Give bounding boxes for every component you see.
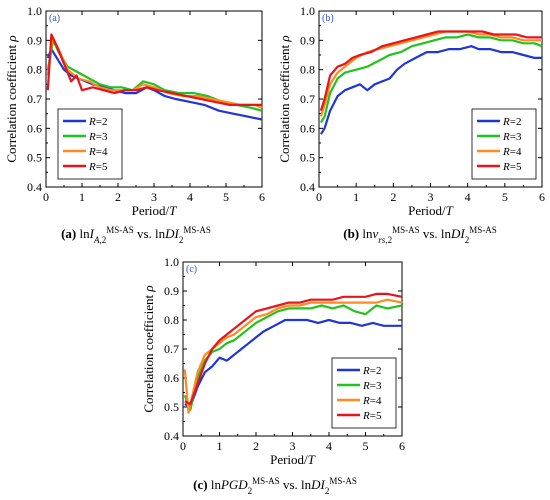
x-axis-label: Period/T	[132, 203, 178, 218]
x-tick-label: 6	[259, 190, 265, 204]
legend-label: R=2	[502, 116, 521, 128]
y-tick-label: 0.8	[300, 63, 315, 77]
y-tick-label: 0.4	[300, 180, 315, 194]
x-tick-label: 0	[316, 190, 322, 204]
x-tick-label: 1	[217, 439, 223, 453]
y-tick-label: 0.4	[164, 429, 179, 443]
legend-label: R=5	[362, 410, 382, 422]
legend-label: R=4	[502, 146, 522, 158]
panel-label: (c)	[186, 264, 197, 275]
series-line-R-3	[46, 39, 263, 112]
x-tick-label: 2	[390, 190, 396, 204]
panel-label: (b)	[322, 13, 334, 24]
y-tick-label: 0.7	[164, 342, 179, 356]
y-tick-label: 0.9	[300, 33, 315, 47]
x-axis-label: Period/T	[270, 452, 316, 467]
x-tick-label: 6	[539, 190, 545, 204]
x-tick-label: 5	[502, 190, 508, 204]
legend-label: R=3	[362, 380, 382, 392]
legend-label: R=5	[88, 161, 108, 173]
x-tick-label: 0	[43, 190, 49, 204]
chart-caption: (c) lnPGD2MS-AS vs. lnDI2MS-AS	[193, 476, 357, 496]
y-axis-label: Correlation coefficient ρ	[277, 35, 292, 162]
x-axis-label: Period/T	[408, 203, 454, 218]
x-tick-label: 2	[115, 190, 121, 204]
x-tick-label: 3	[428, 190, 434, 204]
legend-label: R=3	[88, 131, 108, 143]
x-tick-label: 4	[326, 439, 332, 453]
y-tick-label: 1.0	[164, 255, 179, 269]
x-tick-label: 0	[180, 439, 186, 453]
chart-caption: (b) lnvrs,2MS-AS vs. lnDI2MS-AS	[343, 225, 496, 245]
legend-label: R=3	[502, 131, 522, 143]
series-line-R-3	[319, 33, 543, 124]
y-tick-label: 0.6	[27, 121, 42, 135]
x-tick-label: 1	[79, 190, 85, 204]
y-tick-label: 0.5	[164, 400, 179, 414]
legend-label: R=5	[502, 161, 522, 173]
y-tick-label: 0.9	[164, 284, 179, 298]
y-tick-label: 0.6	[164, 371, 179, 385]
y-tick-label: 0.8	[27, 63, 42, 77]
legend: R=2 R=3 R=4 R=5	[331, 357, 397, 429]
y-tick-label: 0.7	[27, 92, 42, 106]
x-tick-label: 5	[223, 190, 229, 204]
chart-panel-a: 0 1 2 3 4 5 6 0.4 0.5 0.6 0.7 0.8 0.9 1.0 (a) Period/T C…	[4, 4, 265, 245]
chart-caption: (a) lnIA,2MS-AS vs. lnDI2MS-AS	[61, 225, 211, 245]
legend-label: R=2	[88, 116, 107, 128]
series-line-R-5	[46, 33, 262, 106]
series-line-R-4	[319, 30, 542, 117]
x-tick-label: 3	[290, 439, 296, 453]
y-tick-label: 0.6	[300, 121, 315, 135]
y-tick-label: 0.5	[27, 151, 42, 165]
x-tick-label: 4	[465, 190, 471, 204]
x-tick-label: 4	[187, 190, 193, 204]
y-tick-label: 0.8	[164, 313, 179, 327]
legend: R=2 R=3 R=4 R=5	[57, 108, 123, 180]
x-tick-label: 3	[151, 190, 157, 204]
legend-label: R=2	[362, 365, 381, 377]
x-tick-label: 1	[353, 190, 359, 204]
y-axis-label: Correlation coefficient ρ	[4, 35, 19, 162]
chart-panel-c: 0 1 2 3 4 5 6 0.4 0.5 0.6 0.7 0.8 0.9 1.0 (c) Period/T C…	[141, 255, 405, 496]
legend-label: R=4	[88, 146, 108, 158]
panel-label: (a)	[49, 13, 60, 24]
y-tick-label: 0.9	[27, 33, 42, 47]
series-line-R-2	[184, 318, 402, 409]
y-axis-label: Correlation coefficient ρ	[141, 285, 156, 412]
series-line-R-2	[319, 45, 542, 135]
x-tick-label: 6	[399, 439, 405, 453]
series-line-R-4	[46, 36, 263, 109]
y-tick-label: 0.4	[27, 180, 42, 194]
y-tick-label: 0.5	[300, 151, 315, 165]
series-line-R-5	[319, 30, 542, 112]
chart-panel-b: 0 1 2 3 4 5 6 0.4 0.5 0.6 0.7 0.8 0.9 1.0 (b) Period/T C…	[277, 4, 545, 245]
y-tick-label: 1.0	[27, 4, 42, 18]
legend-label: R=4	[362, 395, 382, 407]
y-tick-label: 0.7	[300, 92, 315, 106]
x-tick-label: 5	[363, 439, 369, 453]
y-tick-label: 1.0	[300, 4, 315, 18]
series-line-R-5	[184, 292, 403, 406]
x-tick-label: 2	[253, 439, 259, 453]
legend: R=2 R=3 R=4 R=5	[471, 108, 537, 180]
